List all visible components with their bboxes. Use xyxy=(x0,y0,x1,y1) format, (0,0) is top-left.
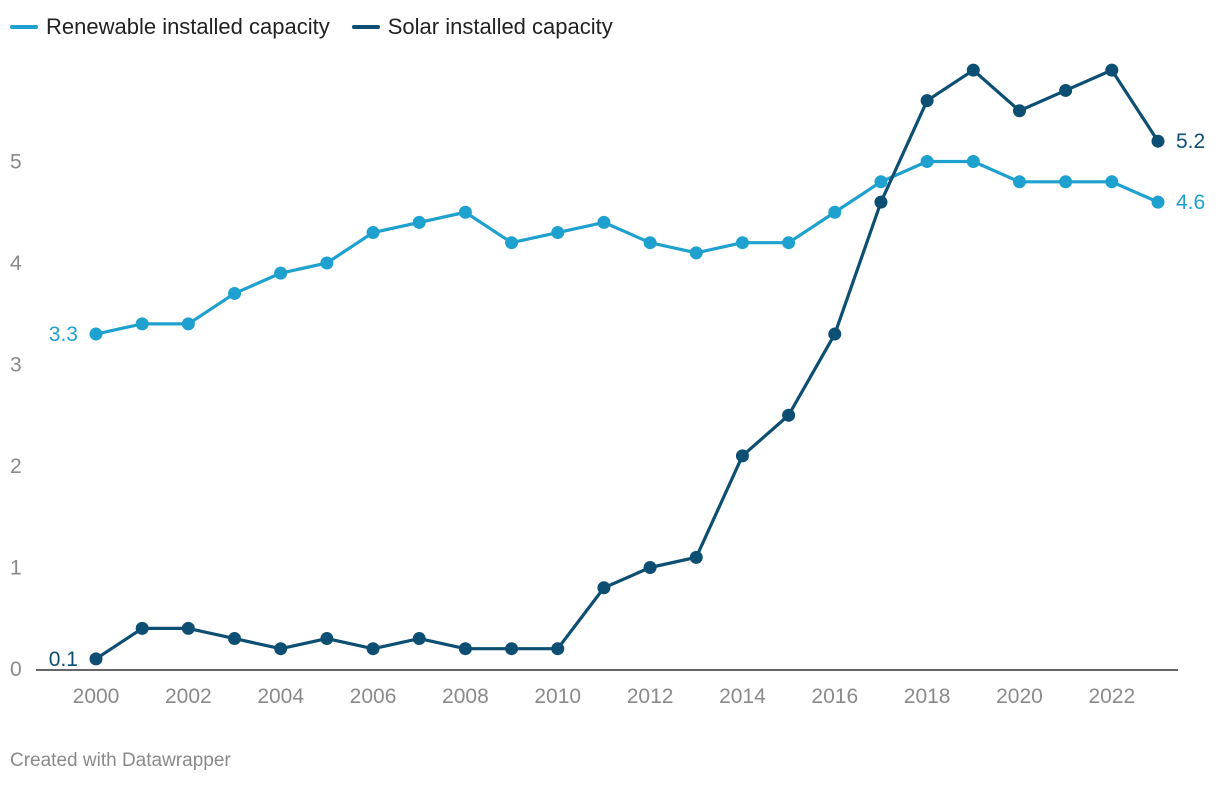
data-point xyxy=(551,642,565,656)
y-tick-label: 1 xyxy=(10,557,22,580)
data-point xyxy=(135,317,149,331)
data-point xyxy=(643,236,657,250)
data-point xyxy=(274,266,288,280)
data-point xyxy=(1105,63,1119,77)
data-point xyxy=(874,175,888,189)
x-tick-label: 2000 xyxy=(73,685,120,708)
data-point xyxy=(505,642,519,656)
legend-swatch-renewable xyxy=(10,25,38,29)
x-tick-label: 2016 xyxy=(811,685,858,708)
start-value-label: 0.1 xyxy=(49,648,78,671)
y-tick-label: 5 xyxy=(10,151,22,174)
data-point xyxy=(1059,83,1073,97)
data-point xyxy=(228,286,242,300)
data-point xyxy=(366,642,380,656)
data-point xyxy=(920,94,934,108)
data-point xyxy=(135,621,149,635)
legend-item-renewable[interactable]: Renewable installed capacity xyxy=(10,14,330,40)
legend: Renewable installed capacity Solar insta… xyxy=(10,14,613,40)
data-point xyxy=(89,327,103,341)
data-point xyxy=(458,642,472,656)
data-point xyxy=(181,317,195,331)
x-tick-label: 2020 xyxy=(996,685,1043,708)
data-point xyxy=(828,205,842,219)
data-point xyxy=(920,155,934,168)
x-tick-label: 2022 xyxy=(1088,685,1135,708)
data-point xyxy=(1151,134,1165,148)
data-point xyxy=(643,561,657,574)
x-tick-label: 2014 xyxy=(719,685,766,708)
start-value-label: 3.3 xyxy=(49,323,78,346)
data-point xyxy=(735,449,749,463)
series-line-1 xyxy=(94,68,1160,661)
x-tick-label: 2010 xyxy=(534,685,581,708)
data-point xyxy=(597,581,611,595)
data-point xyxy=(689,246,703,260)
x-tick-label: 2006 xyxy=(350,685,397,708)
data-point xyxy=(551,226,565,240)
data-point xyxy=(181,621,195,635)
x-tick-label: 2018 xyxy=(904,685,951,708)
data-point xyxy=(735,236,749,250)
series-line-0 xyxy=(94,159,1160,336)
y-tick-label: 0 xyxy=(10,658,22,681)
y-tick-label: 3 xyxy=(10,354,22,377)
data-point xyxy=(1012,175,1026,189)
data-point xyxy=(782,236,796,250)
data-point xyxy=(458,205,472,219)
legend-label-solar: Solar installed capacity xyxy=(387,14,613,39)
data-point xyxy=(412,632,426,646)
y-tick-label: 2 xyxy=(10,455,22,478)
data-point xyxy=(597,215,611,229)
x-tick-label: 2012 xyxy=(627,685,674,708)
data-point xyxy=(966,155,980,168)
legend-item-solar[interactable]: Solar installed capacity xyxy=(351,14,613,40)
credit-text[interactable]: Created with Datawrapper xyxy=(10,750,231,771)
data-point xyxy=(1012,104,1026,118)
data-point xyxy=(689,550,703,564)
data-point xyxy=(412,215,426,229)
data-point xyxy=(320,256,334,270)
data-point xyxy=(1105,175,1119,189)
end-value-label: 4.6 xyxy=(1176,191,1205,214)
legend-label-renewable: Renewable installed capacity xyxy=(46,14,330,39)
x-tick-label: 2004 xyxy=(257,685,304,708)
end-value-label: 5.2 xyxy=(1176,130,1205,153)
data-point xyxy=(782,408,796,422)
x-tick-label: 2008 xyxy=(442,685,489,708)
data-point xyxy=(966,63,980,77)
legend-swatch-solar xyxy=(351,25,380,29)
data-point xyxy=(828,327,842,341)
data-point xyxy=(89,652,103,666)
data-point xyxy=(1151,195,1165,209)
data-point xyxy=(366,226,380,240)
data-point xyxy=(320,632,334,646)
data-point xyxy=(274,642,288,656)
data-point xyxy=(505,236,519,250)
y-tick-label: 4 xyxy=(10,252,22,275)
data-point xyxy=(874,195,888,209)
data-point xyxy=(1059,175,1073,189)
x-tick-label: 2002 xyxy=(165,685,212,708)
data-point xyxy=(228,632,242,646)
